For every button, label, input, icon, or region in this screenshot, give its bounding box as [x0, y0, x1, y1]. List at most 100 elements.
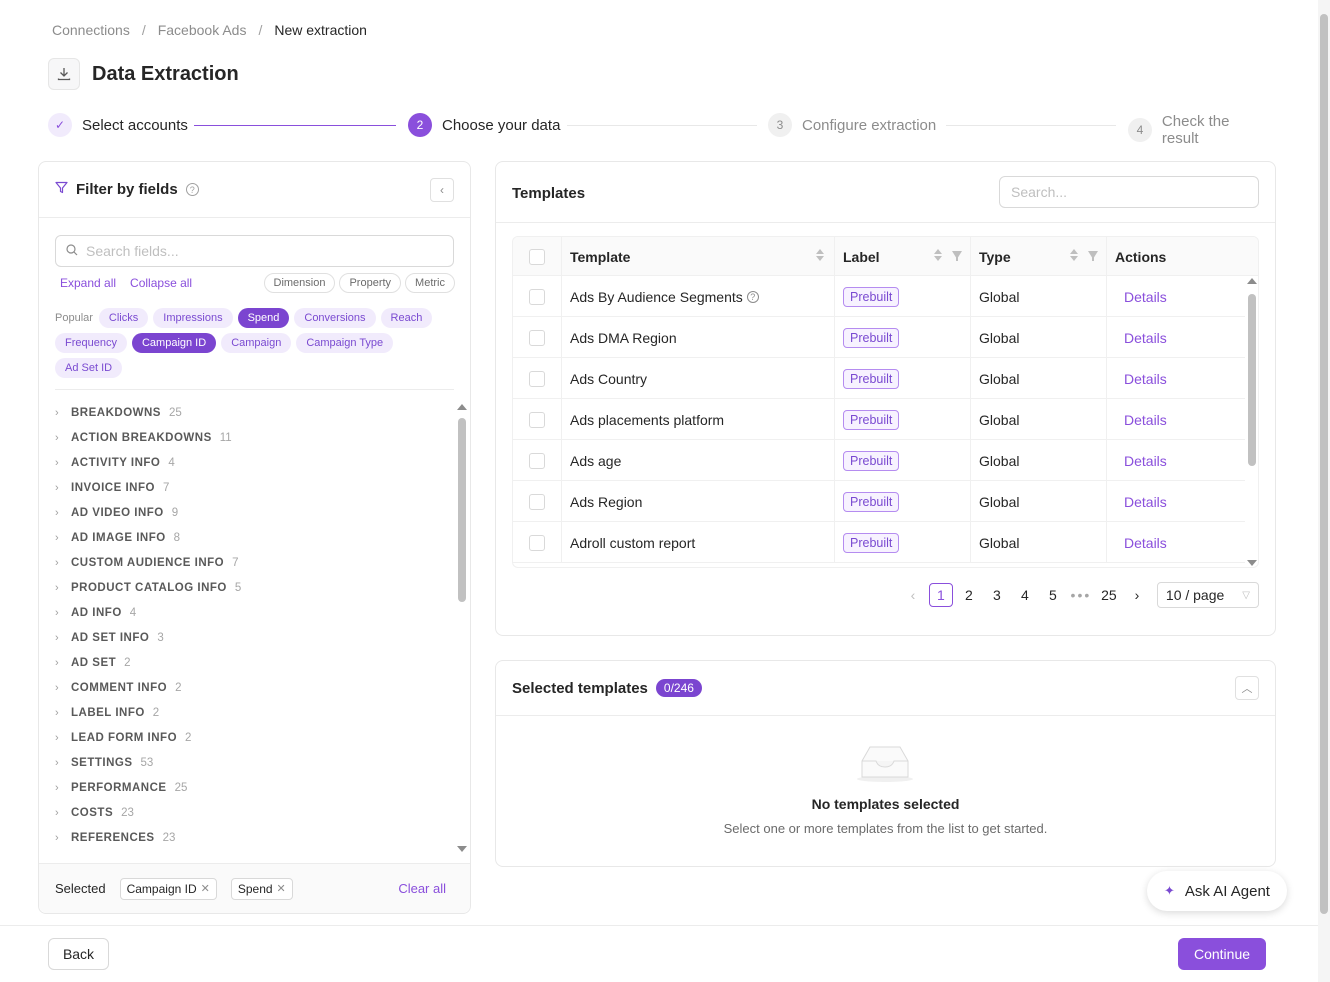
help-icon[interactable]: ? — [746, 290, 759, 303]
popular-chip[interactable]: Impressions — [153, 308, 233, 328]
details-link[interactable]: Details — [1124, 411, 1167, 428]
table-row[interactable]: Adroll custom report Prebuilt Global Detail… — [513, 522, 1245, 563]
collapse-selected-button[interactable]: ︿ — [1235, 676, 1259, 700]
prev-page-icon[interactable]: ‹ — [910, 587, 916, 603]
scroll-down-icon[interactable] — [457, 846, 467, 852]
continue-button[interactable]: Continue — [1178, 938, 1266, 970]
field-group[interactable]: › AD SET 2 — [55, 650, 450, 675]
search-fields-input[interactable] — [86, 243, 426, 259]
remove-tag-icon[interactable]: ✕ — [200, 883, 210, 895]
field-group[interactable]: › LABEL INFO 2 — [55, 700, 450, 725]
popular-chip[interactable]: Campaign — [221, 333, 292, 353]
field-group[interactable]: › AD INFO 4 — [55, 600, 450, 625]
details-link[interactable]: Details — [1124, 534, 1167, 551]
sort-icon[interactable] — [1070, 249, 1078, 261]
field-group[interactable]: › INVOICE INFO 7 — [55, 475, 450, 500]
filter-icon[interactable] — [952, 251, 962, 261]
table-row[interactable]: Ads age Prebuilt Global Details — [513, 440, 1245, 481]
popular-chip[interactable]: Reach — [380, 308, 433, 328]
field-group[interactable]: › COMMENT INFO 2 — [55, 675, 450, 700]
details-link[interactable]: Details — [1124, 288, 1167, 305]
page-size-select[interactable]: 10 / page ▽ — [1156, 582, 1259, 608]
page-3[interactable]: 3 — [993, 587, 1001, 603]
field-group[interactable]: › AD SET INFO 3 — [55, 625, 450, 650]
field-group[interactable]: › BREAKDOWNS 25 — [55, 400, 450, 425]
page-2[interactable]: 2 — [965, 587, 973, 603]
details-link[interactable]: Details — [1124, 493, 1167, 510]
field-group[interactable]: › ACTION BREAKDOWNS 11 — [55, 425, 450, 450]
templates-search-input[interactable] — [1011, 184, 1241, 200]
type-pill-metric[interactable]: Metric — [405, 273, 455, 293]
collapse-all-link[interactable]: Collapse all — [130, 276, 193, 290]
page-4[interactable]: 4 — [1021, 587, 1029, 603]
page-last[interactable]: 25 — [1101, 587, 1117, 603]
popular-chip[interactable]: Spend — [237, 308, 290, 328]
table-row[interactable]: Ads Region Prebuilt Global Details — [513, 481, 1245, 522]
back-button[interactable]: Back — [48, 938, 109, 970]
next-page-icon[interactable]: › — [1134, 587, 1140, 603]
row-checkbox[interactable] — [529, 288, 545, 305]
clear-all-link[interactable]: Clear all — [398, 881, 446, 896]
scrollbar-thumb[interactable] — [1320, 14, 1328, 914]
remove-tag-icon[interactable]: ✕ — [276, 883, 286, 895]
details-link[interactable]: Details — [1124, 329, 1167, 346]
field-list-scrollbar[interactable] — [457, 402, 467, 854]
column-type[interactable]: Type — [971, 237, 1107, 276]
scrollbar-thumb[interactable] — [458, 418, 466, 602]
sort-icon[interactable] — [816, 249, 824, 261]
breadcrumb-facebook-ads[interactable]: Facebook Ads — [157, 22, 247, 38]
popular-chip[interactable]: Campaign Type — [296, 333, 394, 353]
page-5[interactable]: 5 — [1049, 587, 1057, 603]
field-group[interactable]: › PERFORMANCE 25 — [55, 775, 450, 800]
row-checkbox[interactable] — [529, 370, 545, 387]
help-icon[interactable]: ? — [185, 183, 199, 196]
popular-chip[interactable]: Ad Set ID — [55, 358, 123, 378]
type-pill-property[interactable]: Property — [339, 273, 402, 293]
row-checkbox[interactable] — [529, 452, 545, 469]
select-all-checkbox[interactable] — [529, 248, 545, 265]
row-checkbox[interactable] — [529, 493, 545, 510]
popular-chip[interactable]: Conversions — [294, 308, 376, 328]
popular-chip[interactable]: Campaign ID — [131, 333, 217, 353]
popular-chip[interactable]: Clicks — [98, 308, 149, 328]
field-group[interactable]: › CUSTOM AUDIENCE INFO 7 — [55, 550, 450, 575]
field-group[interactable]: › PRODUCT CATALOG INFO 5 — [55, 575, 450, 600]
row-checkbox[interactable] — [529, 534, 545, 551]
field-group[interactable]: › SETTINGS 53 — [55, 750, 450, 775]
page-scrollbar[interactable] — [1318, 0, 1330, 982]
collapse-panel-button[interactable]: ‹ — [430, 178, 454, 202]
step-check-result[interactable]: 4 Check the result — [1128, 113, 1270, 147]
table-row[interactable]: Ads Country Prebuilt Global Details — [513, 358, 1245, 399]
more-pages-icon[interactable]: ••• — [1070, 587, 1092, 603]
details-link[interactable]: Details — [1124, 370, 1167, 387]
page-1[interactable]: 1 — [928, 583, 953, 607]
column-template[interactable]: Template — [562, 237, 835, 276]
step-choose-data[interactable]: 2 Choose your data — [408, 113, 560, 137]
type-pill-dimension[interactable]: Dimension — [263, 273, 336, 293]
sort-icon[interactable] — [934, 249, 942, 261]
field-group[interactable]: › LEAD FORM INFO 2 — [55, 725, 450, 750]
row-checkbox[interactable] — [529, 329, 545, 346]
step-configure-extraction[interactable]: 3 Configure extraction — [768, 113, 936, 137]
row-checkbox[interactable] — [529, 411, 545, 428]
table-row[interactable]: Ads By Audience Segments? Prebuilt Global D… — [513, 276, 1245, 317]
field-group[interactable]: › AD VIDEO INFO 9 — [55, 500, 450, 525]
field-group[interactable]: › REFERENCES 23 — [55, 825, 450, 850]
breadcrumb-connections[interactable]: Connections — [52, 22, 130, 38]
field-group[interactable]: › AD IMAGE INFO 8 — [55, 525, 450, 550]
field-group[interactable]: › ACTIVITY INFO 4 — [55, 450, 450, 475]
expand-all-link[interactable]: Expand all — [60, 276, 117, 290]
scroll-up-icon[interactable] — [1247, 278, 1257, 284]
table-scrollbar[interactable] — [1247, 276, 1257, 567]
field-group[interactable]: › COSTS 23 — [55, 800, 450, 825]
scroll-down-icon[interactable] — [1247, 560, 1257, 566]
details-link[interactable]: Details — [1124, 452, 1167, 469]
table-row[interactable]: Ads DMA Region Prebuilt Global Details — [513, 317, 1245, 358]
scroll-up-icon[interactable] — [457, 404, 467, 410]
ask-ai-agent-button[interactable]: ✦ Ask AI Agent — [1147, 871, 1287, 911]
filter-icon[interactable] — [1088, 251, 1098, 261]
table-row[interactable]: Ads placements platform Prebuilt Global Det… — [513, 399, 1245, 440]
column-label[interactable]: Label — [835, 237, 971, 276]
scrollbar-thumb[interactable] — [1248, 294, 1256, 466]
step-select-accounts[interactable]: ✓ Select accounts — [48, 113, 188, 137]
